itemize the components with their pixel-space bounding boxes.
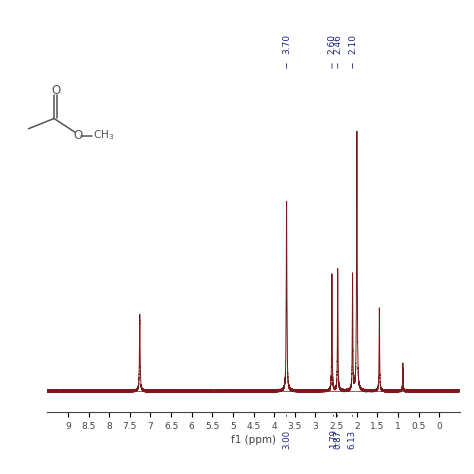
Text: 3.00: 3.00 (282, 429, 291, 448)
Text: 2.60: 2.60 (328, 34, 337, 54)
Text: 6.13: 6.13 (348, 429, 357, 448)
Text: 1.79: 1.79 (329, 429, 338, 448)
Text: 2.10: 2.10 (348, 34, 357, 54)
X-axis label: f1 (ppm): f1 (ppm) (231, 435, 276, 445)
Text: 3.70: 3.70 (282, 34, 291, 54)
Text: 2.46: 2.46 (333, 34, 342, 54)
Text: 0.87: 0.87 (333, 429, 342, 448)
Text: O: O (73, 129, 82, 142)
Text: CH$_3$: CH$_3$ (93, 128, 114, 143)
Text: O: O (51, 84, 60, 97)
